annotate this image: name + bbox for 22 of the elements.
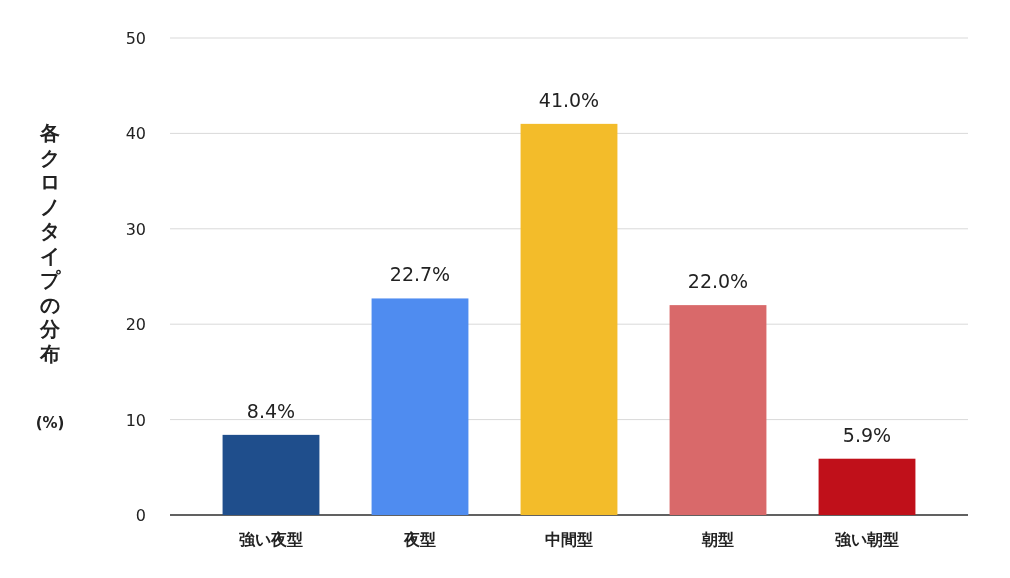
bar: [222, 434, 320, 515]
x-tick-label: 強い夜型: [239, 530, 303, 549]
x-tick-label: 中間型: [545, 530, 593, 549]
y-tick-label: 0: [135, 506, 146, 525]
data-label: 5.9%: [842, 423, 892, 446]
x-tick-label: 朝型: [701, 530, 734, 549]
bar: [371, 298, 469, 515]
y-tick-label: 10: [125, 410, 146, 430]
y-tick-label: 50: [125, 29, 146, 48]
bar: [669, 305, 767, 515]
y-tick-label: 40: [125, 124, 146, 144]
x-tick-label: 強い朝型: [835, 530, 899, 549]
bar: [520, 123, 618, 515]
y-tick-label: 30: [125, 219, 146, 239]
bar: [818, 458, 916, 515]
data-label: 41.0%: [538, 88, 600, 111]
data-label: 8.4%: [246, 399, 296, 422]
data-label: 22.0%: [687, 270, 749, 293]
data-label: 22.7%: [389, 263, 451, 286]
text: 各クロノタイプの分布 (%): [35, 121, 65, 432]
y-tick-label: 20: [125, 315, 146, 335]
x-tick-label: 夜型: [403, 530, 436, 549]
